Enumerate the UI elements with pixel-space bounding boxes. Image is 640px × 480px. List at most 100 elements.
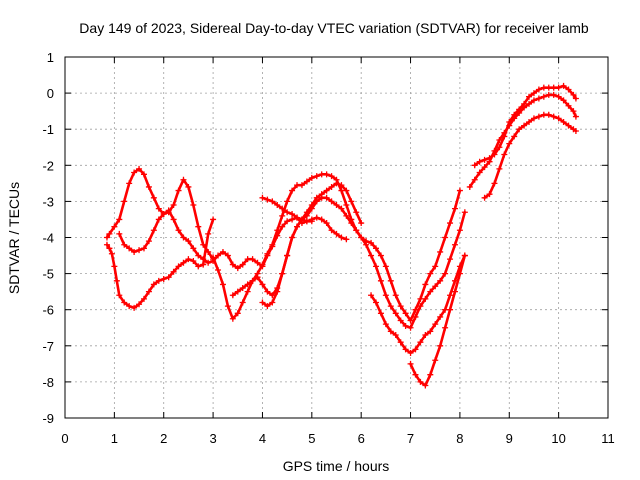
- data-point-marker: [572, 128, 579, 135]
- data-point-marker: [481, 164, 488, 171]
- series-track-6: [259, 194, 350, 243]
- data-point-marker: [180, 234, 187, 241]
- data-point-marker: [313, 173, 320, 180]
- data-point-marker: [215, 252, 222, 259]
- data-point-marker: [313, 194, 320, 201]
- data-point-marker: [269, 241, 276, 248]
- data-point-marker: [274, 227, 281, 234]
- data-point-marker: [190, 245, 197, 252]
- data-point-marker: [264, 250, 271, 257]
- y-tick-label: -8: [42, 375, 54, 390]
- x-tick-label: 7: [407, 431, 414, 446]
- data-point-marker: [190, 202, 197, 209]
- data-point-marker: [570, 108, 577, 115]
- data-point-marker: [442, 270, 449, 277]
- data-point-marker: [491, 180, 498, 187]
- data-point-marker: [437, 313, 444, 320]
- data-point-marker: [437, 342, 444, 349]
- series-line: [369, 254, 467, 355]
- data-point-marker: [298, 182, 305, 189]
- data-point-marker: [269, 292, 276, 299]
- y-tick-label: -3: [42, 194, 54, 209]
- x-tick-label: 2: [160, 431, 167, 446]
- data-point-marker: [318, 216, 325, 223]
- data-point-marker: [136, 165, 143, 172]
- y-tick-label: 0: [47, 86, 54, 101]
- data-point-marker: [451, 205, 458, 212]
- data-point-marker: [175, 263, 182, 270]
- data-point-marker: [530, 97, 537, 104]
- data-point-marker: [303, 209, 310, 216]
- data-point-marker: [175, 187, 182, 194]
- y-tick-label: -9: [42, 411, 54, 426]
- data-point-marker: [343, 202, 350, 209]
- data-point-marker: [106, 230, 113, 237]
- data-point-marker: [466, 183, 473, 190]
- series-line: [105, 167, 215, 261]
- data-point-marker: [427, 270, 434, 277]
- data-point-marker: [254, 274, 261, 281]
- y-axis-label: SDTVAR / TECUs: [6, 182, 22, 294]
- data-point-marker: [136, 301, 143, 308]
- data-point-marker: [121, 198, 128, 205]
- data-point-marker: [530, 90, 537, 97]
- axes: 0 1 2 3 4 5 6 7 8 9 10 11 -9 -8 -7 -6 -5 -4 -3 -2 -1 0 1: [42, 50, 614, 446]
- data-point-marker: [318, 191, 325, 198]
- y-tick-label: -2: [42, 158, 54, 173]
- data-point-marker: [372, 245, 379, 252]
- data-point-marker: [353, 209, 360, 216]
- data-point-marker: [165, 274, 172, 281]
- series-track-11: [466, 91, 579, 190]
- data-point-marker: [328, 183, 335, 190]
- data-point-marker: [343, 187, 350, 194]
- data-point-marker: [407, 324, 414, 331]
- data-point-marker: [417, 339, 424, 346]
- data-point-marker: [422, 281, 429, 288]
- data-point-marker: [368, 239, 375, 246]
- data-point-marker: [284, 198, 291, 205]
- data-point-marker: [392, 310, 399, 317]
- data-point-marker: [303, 218, 310, 225]
- data-point-marker: [323, 194, 330, 201]
- data-point-marker: [412, 313, 419, 320]
- data-point-marker: [456, 227, 463, 234]
- y-tick-label: -6: [42, 303, 54, 318]
- data-point-marker: [160, 276, 167, 283]
- data-point-marker: [234, 310, 241, 317]
- data-point-marker: [284, 252, 291, 259]
- x-tick-label: 5: [308, 431, 315, 446]
- data-point-marker: [471, 162, 478, 169]
- data-point-marker: [422, 331, 429, 338]
- data-point-marker: [397, 317, 404, 324]
- data-point-marker: [501, 129, 508, 136]
- data-point-marker: [338, 234, 345, 241]
- data-point-marker: [308, 216, 315, 223]
- data-point-marker: [511, 115, 518, 122]
- data-point-marker: [229, 315, 236, 322]
- data-point-marker: [140, 245, 147, 252]
- data-point-marker: [289, 234, 296, 241]
- data-point-marker: [175, 227, 182, 234]
- x-tick-label: 4: [259, 431, 266, 446]
- data-point-marker: [540, 93, 547, 100]
- data-point-marker: [185, 256, 192, 263]
- data-point-marker: [259, 261, 266, 268]
- data-point-marker: [511, 133, 518, 140]
- data-point-marker: [565, 102, 572, 109]
- data-point-marker: [382, 321, 389, 328]
- data-point-marker: [323, 171, 330, 178]
- data-point-marker: [353, 227, 360, 234]
- data-point-marker: [456, 270, 463, 277]
- data-point-marker: [205, 230, 212, 237]
- data-point-marker: [298, 216, 305, 223]
- data-point-marker: [116, 292, 123, 299]
- data-point-marker: [145, 288, 152, 295]
- series-line: [118, 209, 314, 270]
- data-point-marker: [550, 113, 557, 120]
- data-point-marker: [239, 285, 246, 292]
- data-point-marker: [150, 194, 157, 201]
- data-point-marker: [234, 265, 241, 272]
- data-point-marker: [387, 328, 394, 335]
- data-point-marker: [491, 147, 498, 154]
